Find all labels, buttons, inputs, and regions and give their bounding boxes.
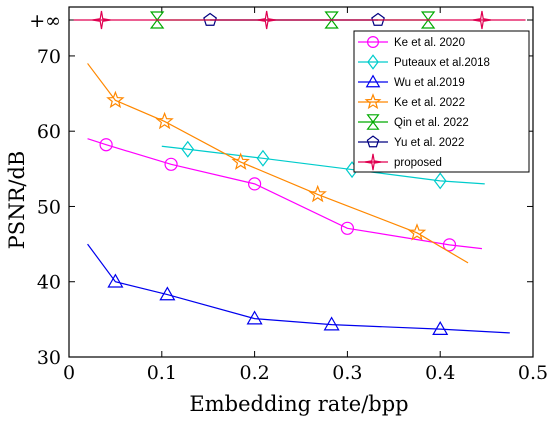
series-line (87, 243, 510, 334)
series-0 (87, 138, 483, 252)
legend-label: Qin et al. 2022 (394, 117, 469, 129)
y-tick-label: 30 (37, 347, 61, 369)
diamond-marker (367, 54, 379, 70)
pentagon-marker (366, 135, 380, 148)
star-marker (308, 184, 327, 203)
plot-frame (68, 6, 534, 358)
x-tick-label: 0.5 (518, 362, 548, 384)
legend-label: Wu et al.2019 (394, 77, 465, 89)
legend-label: Ke et al. 2020 (394, 37, 465, 49)
hourglass-marker (366, 114, 380, 130)
legend-label: proposed (394, 157, 442, 169)
y-tick-label: 40 (37, 272, 61, 294)
hourglass-marker (149, 11, 165, 29)
triangle-marker (159, 286, 176, 301)
circle-marker (99, 138, 113, 152)
triangle-marker (432, 320, 449, 336)
legend: Ke et al. 2020 Puteaux et al.2018 Wu et al… (353, 30, 530, 173)
hourglass-marker (420, 11, 436, 29)
star-marker (231, 152, 250, 170)
x-axis-title: Embedding rate/bpp (189, 392, 408, 416)
triangle-marker (107, 273, 124, 288)
plus-star-marker (364, 153, 382, 171)
diamond-marker (256, 149, 270, 167)
series-layer (73, 10, 526, 336)
series-2 (87, 243, 510, 336)
circle-marker (248, 177, 262, 191)
series-line (161, 145, 485, 185)
hourglass-marker (324, 11, 339, 29)
star-marker (155, 111, 174, 130)
diamond-marker (433, 172, 447, 190)
x-tick-label: 0.2 (239, 362, 269, 384)
plus-star-marker (92, 10, 111, 30)
y-tick-label: 60 (37, 121, 61, 143)
y-tick-label: +∞ (29, 10, 61, 32)
x-tick-label: 0 (63, 362, 75, 384)
pentagon-marker (371, 12, 385, 26)
star-marker (407, 223, 427, 241)
circle-marker (367, 35, 380, 48)
star-marker (106, 90, 125, 109)
legend-label: Yu et al. 2022 (394, 137, 464, 149)
y-axis-title: PSNR/dB (5, 151, 29, 250)
legend-label: Ke et al. 2022 (394, 97, 465, 109)
x-tick-label: 0.1 (147, 362, 177, 384)
series-3 (87, 63, 469, 264)
circle-marker (340, 221, 354, 235)
triangle-marker (246, 310, 263, 325)
series-line (87, 63, 469, 264)
star-marker (364, 93, 382, 110)
series-5 (203, 12, 385, 26)
circle-marker (442, 238, 457, 252)
circle-marker (164, 157, 178, 171)
axes-layer: 0 0.1 0.2 0.3 0.4 0.5 30 40 50 60 70 +∞ (29, 6, 548, 384)
y-tick-label: 70 (37, 46, 61, 68)
triangle-marker (365, 74, 381, 88)
pentagon-marker (203, 12, 217, 26)
series-line (87, 138, 483, 250)
plus-star-marker (472, 10, 492, 30)
legend-label: Puteaux et al.2018 (394, 57, 490, 69)
diamond-marker (181, 140, 195, 158)
x-tick-label: 0.3 (332, 362, 362, 384)
plus-star-marker (257, 10, 276, 30)
x-tick-label: 0.4 (425, 362, 455, 384)
series-6 (73, 10, 526, 30)
y-tick-label: 50 (37, 196, 61, 218)
triangle-marker (323, 316, 340, 331)
